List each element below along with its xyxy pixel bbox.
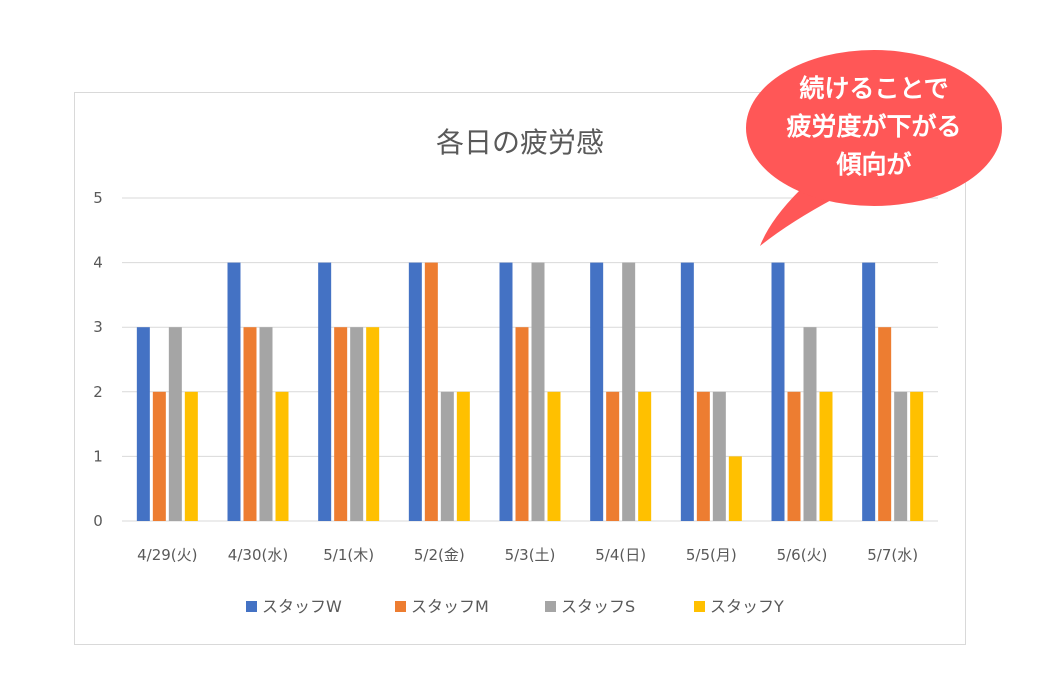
legend-swatch — [694, 601, 705, 612]
bar — [910, 391, 924, 521]
x-tick-label: 5/3(土) — [505, 546, 556, 564]
x-tick-label: 5/7(水) — [867, 546, 918, 564]
x-tick-label: 5/2(金) — [414, 546, 465, 564]
bar — [334, 327, 348, 521]
legend-label: スタッフW — [262, 597, 342, 616]
bar — [894, 391, 908, 521]
y-tick-label: 3 — [93, 318, 103, 336]
x-tick-label: 4/29(火) — [137, 546, 197, 564]
bar — [408, 262, 422, 521]
bar — [712, 391, 726, 521]
legend-label: スタッフM — [411, 597, 489, 616]
bars — [136, 262, 924, 521]
y-tick-label: 1 — [93, 447, 103, 465]
callout-text-line-2: 疲労度が下がる — [786, 112, 961, 141]
bar — [819, 391, 833, 521]
bar — [259, 327, 273, 521]
x-tick-label: 5/4(日) — [595, 546, 646, 564]
callout-shape — [760, 190, 835, 246]
callout-bubble: 続けることで 疲労度が下がる 傾向が — [746, 50, 1002, 246]
x-tick-label: 5/6(火) — [777, 546, 828, 564]
bar — [878, 327, 892, 521]
bar — [456, 391, 470, 521]
y-axis-ticks: 0 1 2 3 4 5 — [93, 189, 103, 530]
bar — [515, 327, 529, 521]
y-tick-label: 4 — [93, 254, 103, 272]
bar — [803, 327, 817, 521]
callout-text-line-3: 傾向が — [835, 150, 911, 179]
bar — [499, 262, 513, 521]
bar — [366, 327, 380, 521]
x-tick-label: 4/30(水) — [228, 546, 288, 564]
bar — [680, 262, 694, 521]
legend-swatch — [545, 601, 556, 612]
legend-swatch — [395, 601, 406, 612]
x-axis-ticks: 4/29(火) 4/30(水) 5/1(木) 5/2(金) 5/3(土) 5/4(日) 5/… — [137, 546, 918, 564]
y-tick-label: 2 — [93, 383, 103, 401]
bar — [136, 327, 150, 521]
bar — [243, 327, 257, 521]
bar — [696, 391, 710, 521]
bar — [531, 262, 545, 521]
bar — [728, 456, 742, 521]
bar — [771, 262, 785, 521]
callout-text-line-1: 続けることで — [799, 74, 948, 103]
bar — [275, 391, 289, 521]
bar — [184, 391, 198, 521]
bar — [862, 262, 876, 521]
x-tick-label: 5/5(月) — [686, 546, 737, 564]
legend-swatch — [246, 601, 257, 612]
callout-ellipse — [746, 50, 1002, 206]
chart-title: 各日の疲労感 — [436, 126, 604, 159]
bar — [350, 327, 364, 521]
x-tick-label: 5/1(木) — [323, 546, 374, 564]
bar — [440, 391, 454, 521]
bar — [638, 391, 652, 521]
legend: スタッフW スタッフM スタッフS スタッフY — [246, 597, 784, 616]
legend-label: スタッフY — [710, 597, 784, 616]
y-tick-label: 0 — [93, 512, 103, 530]
y-tick-label: 5 — [93, 189, 103, 207]
bar — [227, 262, 241, 521]
legend-label: スタッフS — [561, 597, 635, 616]
bar — [547, 391, 561, 521]
bar — [622, 262, 636, 521]
bar — [606, 391, 620, 521]
bar — [168, 327, 182, 521]
bar — [590, 262, 604, 521]
bar — [424, 262, 438, 521]
bar — [787, 391, 801, 521]
bar — [318, 262, 332, 521]
bar — [152, 391, 166, 521]
